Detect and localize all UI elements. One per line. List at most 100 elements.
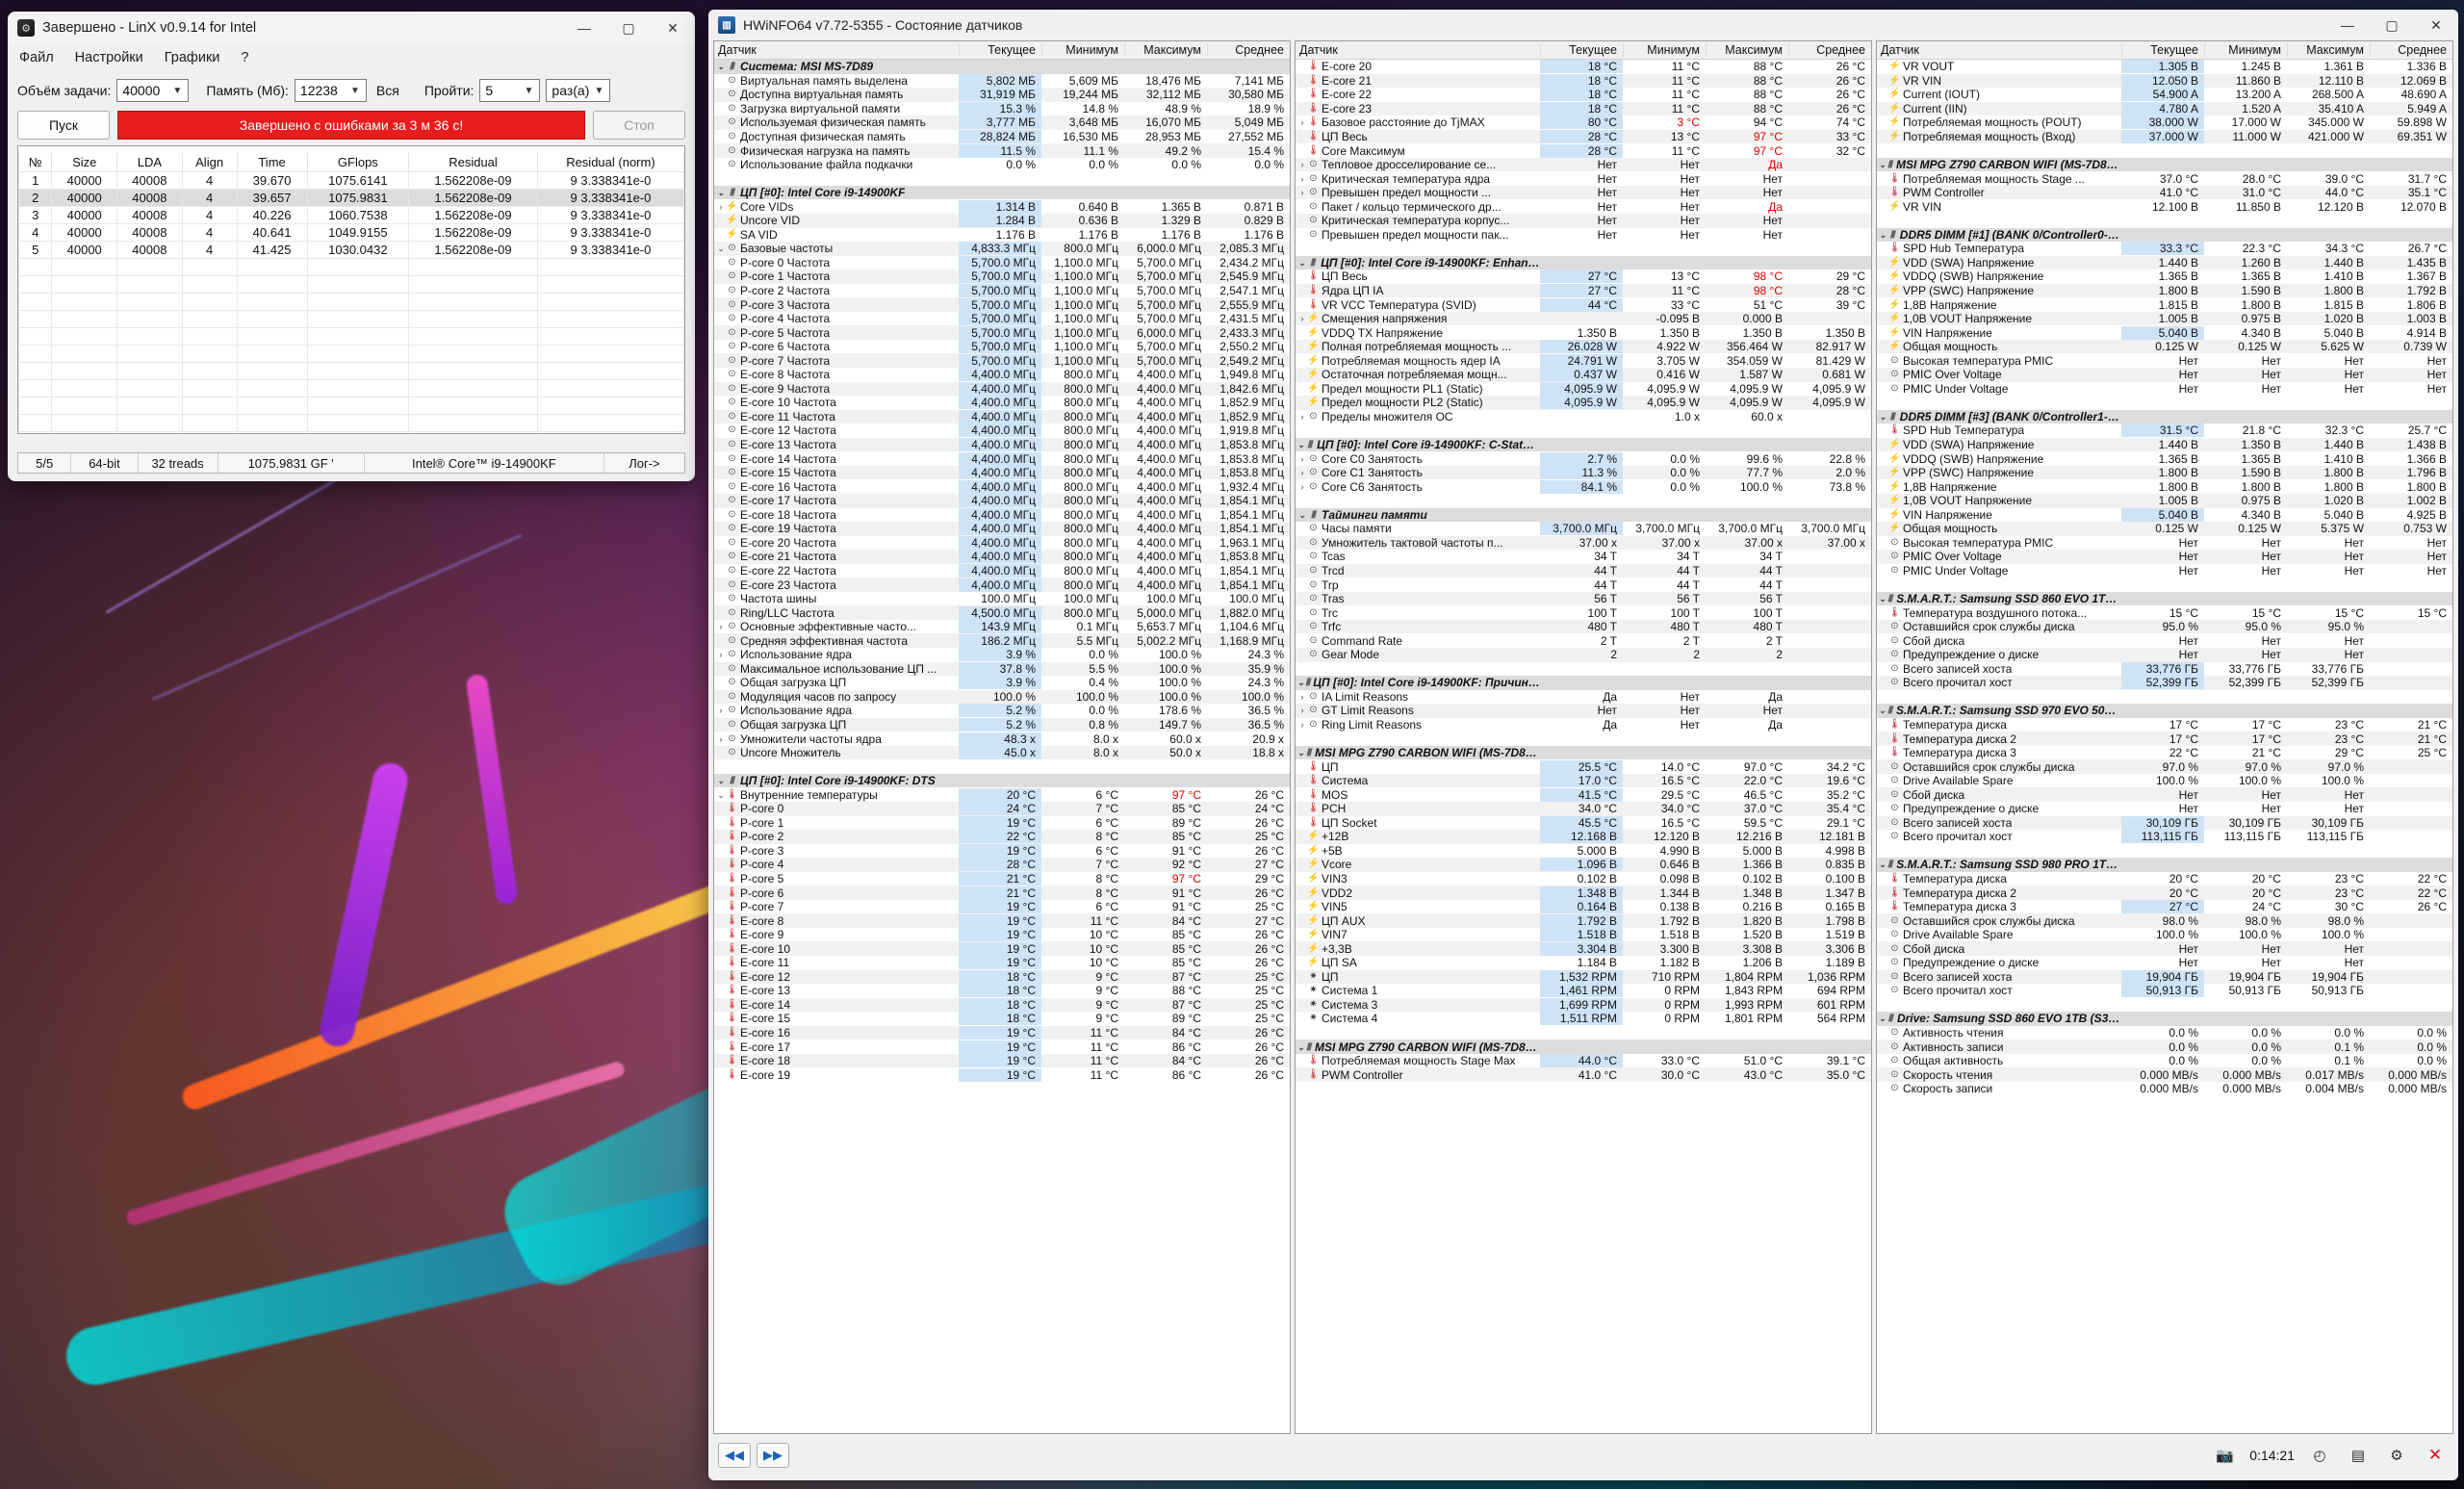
sensor-row[interactable]: ⊙ Drive Available Spare 100.0 % 100.0 % 100.… [1877, 774, 2452, 788]
sensor-row[interactable]: ⊙ E-core 21 Частота 4,400.0 МГц 800.0 МГц 4,… [714, 550, 1290, 564]
sensor-row[interactable]: ⊙ E-core 8 Частота 4,400.0 МГц 800.0 МГц 4,4… [714, 368, 1290, 382]
chevron-down-icon[interactable]: ⌄ [717, 789, 725, 800]
sensor-row[interactable]: ⚡ VIN5 0.164 В 0.138 В 0.216 В 0.165 В [1296, 900, 1871, 914]
table-row[interactable]: 5 40000 40008 4 41.425 1030.0432 1.562208e-09 9… [18, 241, 684, 259]
passes-select[interactable]: 5 ▼ [479, 79, 541, 102]
sensor-row[interactable]: 🌡 E-core 18 19 °C 11 °C 84 °C 26 °C [714, 1053, 1290, 1068]
sensor-row[interactable]: ⊙ Виртуальная память выделена 5,802 МБ 5,60… [714, 73, 1290, 89]
sensor-row[interactable]: › ⊙ Критическая температура ядра Нет Нет Нет [1296, 171, 1871, 186]
sensor-row[interactable]: ⊙ E-core 9 Частота 4,400.0 МГц 800.0 МГц 4,4… [714, 381, 1290, 397]
sensor-group-header[interactable]: ⌄▮S.M.A.R.T.: Samsung SSD 860 EVO 1TB (S… [1877, 591, 2452, 606]
memory-select[interactable]: 12238 ▼ [294, 79, 367, 102]
sensor-row[interactable]: ⚡ VPP (SWC) Напряжение 1.800 В 1.590 В 1.800… [1877, 283, 2452, 298]
chevron-right-icon[interactable]: › [1300, 117, 1304, 128]
sensor-row[interactable]: ⊙ Оставшийся срок службы диска 97.0 % 97.0 … [1877, 759, 2452, 774]
sensor-row[interactable]: ⚡ Потребляемая мощность ядер IA 24.791 W 3.… [1296, 353, 1871, 368]
sensor-row[interactable]: ⊙ P-core 5 Частота 5,700.0 МГц 1,100.0 МГц 6… [714, 325, 1290, 340]
sensor-row[interactable]: 🌡 Потребляемая мощность Stage Max 44.0 °C 3… [1296, 1054, 1871, 1068]
chevron-right-icon[interactable]: › [1300, 314, 1304, 324]
sensor-row[interactable]: 🌡 E-core 22 18 °C 11 °C 88 °C 26 °C [1296, 88, 1871, 102]
menu-item-settings[interactable]: Настройки [74, 49, 143, 65]
chevron-right-icon[interactable]: › [1300, 160, 1304, 170]
table-row[interactable]: 3 40000 40008 4 40.226 1060.7538 1.562208e-09 9… [18, 206, 684, 224]
column-header-sensor[interactable]: Датчик [1881, 43, 1919, 57]
sensor-row[interactable]: ⌄ ⊙ Базовые частоты 4,833.3 МГц 800.0 МГц 6,0… [714, 242, 1290, 256]
sensor-row[interactable]: 🌡 ЦП 25.5 °C 14.0 °C 97.0 °C 34.2 °C [1296, 759, 1871, 774]
sensor-row[interactable]: › ⚡ Core VIDs 1.314 В 0.640 В 1.365 В 0.871 В [714, 199, 1290, 214]
sensor-group-header[interactable]: ⌄ ▮ ЦП [#0]: Intel Core i9-14900KF: Причин… [1296, 676, 1871, 690]
sensor-row[interactable]: 🌡 MOS 41.5 °C 29.5 °C 46.5 °C 35.2 °C [1296, 787, 1871, 802]
settings-icon[interactable]: ⚙ [2390, 1448, 2403, 1464]
column-header-value[interactable]: Среднее [2370, 43, 2452, 57]
sensor-row[interactable]: ⚡ Vcore 1.096 В 0.646 В 1.366 В 0.835 В [1296, 858, 1871, 872]
sensor-row[interactable]: 🌡 Температура диска 3 27 °C 24 °C 30 °C 26 °C [1877, 900, 2452, 914]
linx-close-button[interactable]: ✕ [667, 19, 679, 36]
sensor-row[interactable]: ⊙ E-core 20 Частота 4,400.0 МГц 800.0 МГц 4,… [714, 535, 1290, 551]
sensor-row[interactable]: ⊙ Trp 44 T 44 T 44 T [1296, 578, 1871, 592]
sensor-row[interactable]: ⊙ E-core 19 Частота 4,400.0 МГц 800.0 МГц 4,… [714, 522, 1290, 536]
sensor-column-2[interactable]: Датчик Текущее Минимум Максимум Среднее 🌡 E-c… [1295, 40, 1872, 1434]
sensor-row[interactable]: ⊙ Trcd 44 T 44 T 44 T [1296, 563, 1871, 578]
sensor-row[interactable]: ⊙ Доступная физическая память 28,824 МБ 16,… [714, 130, 1290, 144]
sensor-row[interactable]: ⊙ Использование файла подкачки 0.0 % 0.0 % 0… [714, 158, 1290, 172]
sensor-row[interactable]: 🌡 P-core 0 24 °C 7 °C 85 °C 24 °C [714, 801, 1290, 816]
chevron-down-icon[interactable]: ⌄ [717, 188, 725, 198]
sensor-row[interactable]: 🌡 E-core 15 18 °C 9 °C 89 °C 25 °C [714, 1012, 1290, 1026]
sensor-row[interactable]: › ⊙ Core C6 Занятость 84.1 % 0.0 % 100.0 % 73.… [1296, 479, 1871, 494]
sensor-row[interactable]: ⊙ PMIC Over Voltage Нет Нет Нет Нет [1877, 550, 2452, 564]
sensor-column-3[interactable]: Датчик Текущее Минимум Максимум Среднее ⚡ VR … [1876, 40, 2453, 1434]
times-select[interactable]: раз(а) ▼ [546, 79, 611, 102]
sensor-row[interactable]: ⊙ Критическая температура корпус... Нет Нет… [1296, 214, 1871, 228]
gauge-icon[interactable]: ◴ [2313, 1448, 2326, 1464]
results-column-header[interactable]: Residual (norm) [536, 153, 684, 172]
sensor-group-header[interactable]: ⌄ ▮ ЦП [#0]: Intel Core i9-14900KF: DTS [714, 773, 1290, 788]
sensor-row[interactable]: 🌡 SPD Hub Температура 33.3 °C 22.3 °C 34.3 °… [1877, 242, 2452, 256]
sensor-row[interactable]: ⚡ Current (IIN) 4.780 A 1.520 A 35.410 A 5.94… [1877, 101, 2452, 116]
sensor-column-1-header[interactable]: Датчик Текущее Минимум Максимум Среднее [714, 41, 1290, 60]
sensor-row[interactable]: › ⊙ Использование ядра 5.2 % 0.0 % 178.6 % 36.… [714, 704, 1290, 718]
table-row[interactable]: 4 40000 40008 4 40.641 1049.9155 1.562208e-09 9… [18, 223, 684, 242]
chevron-down-icon[interactable]: ⌄ [717, 62, 725, 72]
sensor-row[interactable]: ⊙ Высокая температура PMIC Нет Нет Нет Нет [1877, 353, 2452, 368]
sensor-row[interactable]: ⚡ Предел мощности PL2 (Static) 4,095.9 W 4,… [1296, 396, 1871, 410]
column-header-value[interactable]: Минимум [1623, 43, 1706, 57]
chevron-down-icon[interactable]: ⌄ [1297, 440, 1305, 450]
chevron-down-icon[interactable]: ⌄ [1298, 257, 1306, 268]
sensor-row[interactable]: 🌡 Система 17.0 °C 16.5 °C 22.0 °C 19.6 °C [1296, 773, 1871, 788]
sensor-row[interactable]: ⊙ Общая загрузка ЦП 5.2 % 0.8 % 149.7 % 36.5 … [714, 717, 1290, 732]
sensor-row[interactable]: ⊙ Оставшийся срок службы диска 95.0 % 95.0 … [1877, 619, 2452, 634]
sensor-row[interactable]: ✷ Система 4 1,511 RPM 0 RPM 1,801 RPM 564 RPM [1296, 1012, 1871, 1026]
chevron-right-icon[interactable]: › [1300, 453, 1304, 464]
sensor-row[interactable]: › ⊙ Превышен предел мощности ... Нет Нет Нет [1296, 185, 1871, 200]
sensor-group-header[interactable]: ⌄▮MSI MPG Z790 CARBON WIFI (MS-7D89) (Re… [1296, 1040, 1871, 1054]
results-column-header[interactable]: Residual [408, 153, 538, 172]
sensor-row[interactable]: ⚡ VR VOUT 1.305 В 1.245 В 1.361 В 1.336 В [1877, 60, 2452, 74]
sensor-row[interactable]: ⊙ Модуляция часов по запросу 100.0 % 100.0 … [714, 689, 1290, 705]
sensor-row[interactable]: ⊙ P-core 1 Частота 5,700.0 МГц 1,100.0 МГц 5… [714, 270, 1290, 284]
sensor-row[interactable]: ⊙ E-core 12 Частота 4,400.0 МГц 800.0 МГц 4,… [714, 424, 1290, 438]
sensor-column-3-rows[interactable]: ⚡ VR VOUT 1.305 В 1.245 В 1.361 В 1.336 В ⚡ VR … [1877, 60, 2452, 1433]
sensor-row[interactable]: 🌡 E-core 11 19 °C 10 °C 85 °C 26 °C [714, 956, 1290, 970]
chevron-right-icon[interactable]: › [1300, 411, 1304, 422]
sensor-row[interactable]: 🌡 P-core 1 19 °C 6 °C 89 °C 26 °C [714, 815, 1290, 831]
sensor-row[interactable]: ⊙ E-core 14 Частота 4,400.0 МГц 800.0 МГц 4,… [714, 451, 1290, 466]
sensor-row[interactable]: ⊙ Всего прочитал хост 52,399 ГБ 52,399 ГБ 52… [1877, 676, 2452, 690]
sensor-row[interactable]: ⊙ Общая активность 0.0 % 0.0 % 0.1 % 0.0 % [1877, 1054, 2452, 1068]
chevron-right-icon[interactable]: › [719, 706, 723, 716]
chevron-down-icon[interactable]: ⌄ [1879, 1014, 1886, 1024]
sensor-row[interactable]: 🌡 Температура диска 2 17 °C 17 °C 23 °C 21 °C [1877, 732, 2452, 746]
linx-titlebar[interactable]: ⚙ Завершено - LinX v0.9.14 for Intel — ▢… [8, 12, 695, 44]
sensor-row[interactable]: ⊙ P-core 7 Частота 5,700.0 МГц 1,100.0 МГц 5… [714, 353, 1290, 369]
sensor-row[interactable]: ⊙ Предупреждение о диске Нет Нет Нет [1877, 956, 2452, 970]
chevron-right-icon[interactable]: › [1300, 468, 1304, 478]
sensor-group-header[interactable]: ⌄▮DDR5 DIMM [#3] (BANK 0/Controller1-DIM… [1877, 409, 2452, 424]
sensor-row[interactable]: ⊙ P-core 2 Частота 5,700.0 МГц 1,100.0 МГц 5… [714, 284, 1290, 298]
sensor-row[interactable]: ⚡ SA VID 1.176 В 1.176 В 1.176 В 1.176 В [714, 228, 1290, 243]
chevron-down-icon[interactable]: ⌄ [1879, 860, 1886, 870]
sensor-row[interactable]: ⊙ Часы памяти 3,700.0 МГц 3,700.0 МГц 3,700.… [1296, 522, 1871, 536]
results-column-header[interactable]: Time [236, 153, 308, 172]
sensor-row[interactable]: ⊙ Доступна виртуальная память 31,919 МБ 19,… [714, 88, 1290, 102]
column-header-sensor[interactable]: Датчик [1299, 43, 1338, 57]
sensor-row[interactable]: ⚡ VIN Напряжение 5.040 В 4.340 В 5.040 В 4.91… [1877, 325, 2452, 340]
